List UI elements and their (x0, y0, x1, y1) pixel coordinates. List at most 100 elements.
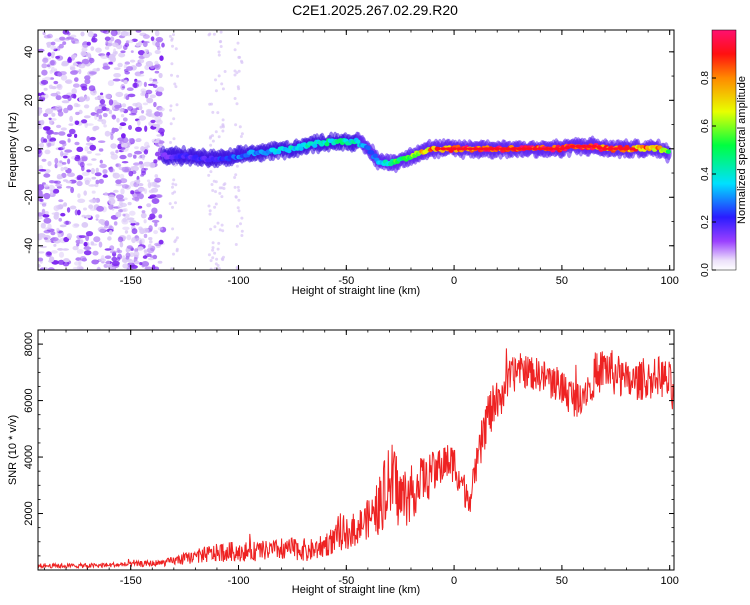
noise-blob (130, 108, 138, 115)
noise-blob (148, 189, 155, 194)
noise-blob (58, 131, 66, 136)
noise-blob (154, 174, 159, 178)
noise-blob (80, 31, 85, 37)
noise-blob (145, 60, 154, 67)
noise-blob (95, 214, 100, 219)
noise-blob (156, 134, 162, 137)
noise-blob (65, 185, 72, 189)
noise-streak (174, 47, 178, 51)
noise-streak (207, 204, 211, 208)
noise-blob (96, 266, 101, 270)
noise-blob (115, 211, 122, 218)
noise-blob (63, 202, 68, 207)
spectrogram-xtick-label: -100 (227, 275, 249, 287)
noise-blob (51, 51, 56, 57)
noise-blob (55, 183, 63, 187)
noise-blob (155, 194, 163, 199)
noise-blob (122, 217, 127, 223)
noise-blob (83, 95, 91, 102)
noise-blob (132, 82, 140, 89)
noise-streak (221, 258, 225, 262)
noise-streak (210, 183, 214, 186)
noise-blob (58, 251, 65, 258)
noise-streak (216, 111, 220, 115)
noise-blob (95, 47, 102, 53)
noise-blob (69, 128, 76, 135)
noise-streak (174, 238, 178, 242)
noise-blob (152, 123, 159, 127)
noise-blob (105, 41, 109, 46)
spectrogram-xlabel: Height of straight line (km) (292, 285, 420, 297)
noise-blob (39, 198, 44, 202)
noise-blob (67, 104, 73, 111)
noise-blob (99, 163, 107, 169)
spectrogram-ytick-label: 0 (23, 146, 35, 152)
noise-blob (46, 134, 52, 140)
noise-blob (48, 84, 54, 90)
spectrogram-xtick-label: 50 (556, 275, 568, 287)
noise-blob (94, 114, 98, 120)
noise-blob (113, 221, 118, 226)
noise-blob (104, 220, 110, 227)
spectrogram-xtick-label: -50 (338, 275, 354, 287)
spectrogram-ytick-label: 20 (23, 94, 35, 106)
noise-blob (122, 117, 128, 122)
noise-streak (221, 129, 225, 133)
noise-blob (43, 113, 49, 117)
noise-streak (240, 61, 244, 64)
noise-blob (150, 36, 155, 42)
noise-blob (121, 184, 129, 189)
noise-blob (65, 180, 72, 184)
noise-streak (212, 179, 216, 183)
noise-streak (214, 202, 218, 206)
noise-blob (83, 207, 87, 211)
noise-blob (61, 62, 69, 67)
noise-blob (38, 264, 41, 268)
noise-streak (239, 135, 243, 138)
noise-blob (85, 214, 92, 219)
noise-blob (147, 181, 152, 189)
noise-blob (43, 173, 51, 178)
noise-blob (87, 31, 94, 38)
noise-blob (120, 50, 126, 53)
noise-blob (76, 249, 84, 254)
noise-blob (89, 136, 96, 141)
noise-blob (147, 243, 152, 249)
noise-blob (108, 203, 114, 210)
noise-blob (44, 76, 52, 81)
noise-blob (131, 237, 137, 244)
ridge-peak (451, 147, 458, 151)
ridge-peak (521, 147, 528, 151)
noise-blob (98, 95, 104, 100)
noise-blob (43, 87, 48, 91)
noise-streak (207, 173, 211, 177)
noise-blob (59, 36, 66, 41)
noise-blob (88, 184, 96, 187)
noise-blob (86, 41, 91, 46)
noise-blob (91, 176, 97, 180)
noise-blob (38, 251, 45, 254)
noise-blob (120, 84, 126, 91)
noise-blob (57, 46, 61, 51)
noise-blob (140, 212, 147, 219)
noise-blob (98, 178, 104, 184)
noise-blob (50, 189, 54, 196)
noise-blob (100, 54, 109, 59)
noise-blob (149, 94, 157, 99)
noise-blob (124, 61, 130, 65)
noise-blob (154, 70, 160, 74)
noise-blob (147, 83, 156, 87)
noise-blob (40, 222, 46, 229)
noise-blob (103, 124, 107, 128)
noise-blob (86, 169, 91, 173)
noise-blob (63, 152, 69, 156)
noise-streak (216, 264, 220, 267)
noise-streak (237, 209, 241, 213)
noise-blob (47, 52, 52, 57)
noise-blob (152, 254, 158, 260)
noise-blob (38, 108, 43, 115)
ridge-core (324, 142, 330, 147)
colorbar-tick-label: 0.6 (700, 119, 711, 133)
noise-blob (79, 256, 87, 262)
noise-blob (154, 177, 162, 183)
